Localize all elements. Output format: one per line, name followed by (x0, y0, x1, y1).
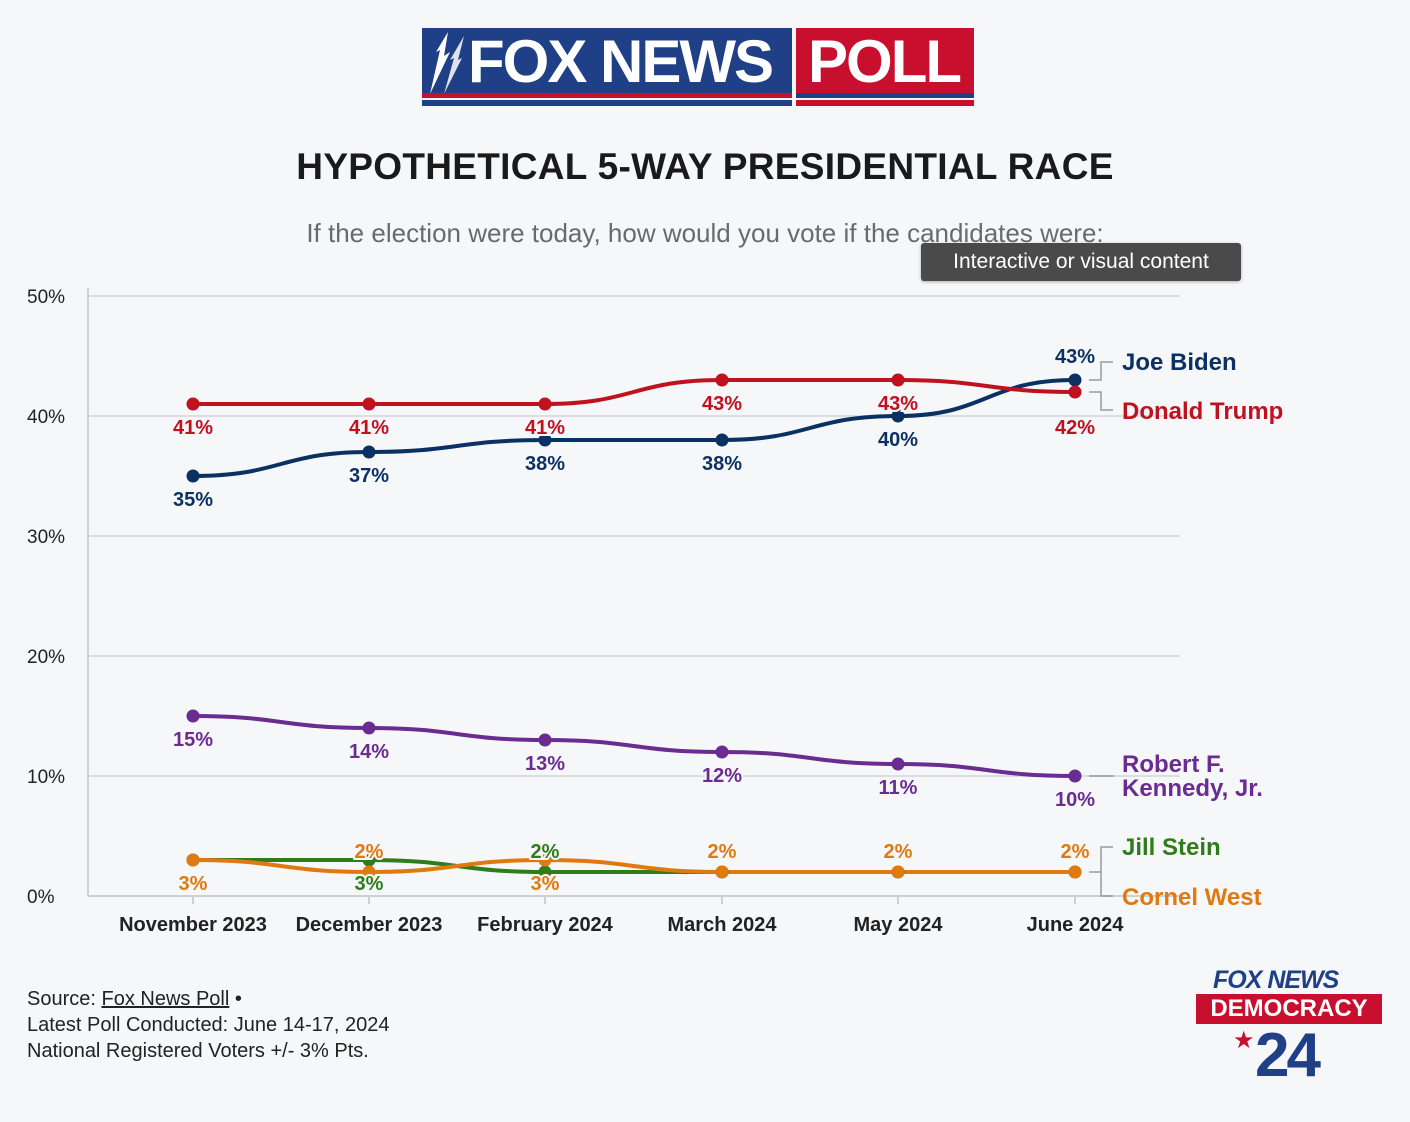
data-label-joe-biden: 38% (702, 453, 742, 475)
end-label-biden: Joe Biden (1122, 349, 1237, 376)
line-chart: 0% 10% 20% 30% 40% 50% November 2023 December … (27, 287, 1283, 936)
logo-fox-news-text: FOX NEWS (468, 28, 774, 95)
source-note: Source: Fox News Poll • Latest Poll Cond… (27, 986, 389, 1064)
data-point-cornel-west (186, 853, 200, 867)
data-label-robert-f-kennedy-jr: 15% (173, 729, 213, 751)
data-label-robert-f-kennedy-jr: 13% (525, 753, 565, 775)
star-icon: ★ (1233, 1027, 1255, 1054)
brand-24: 24 (1255, 1021, 1321, 1090)
series-line-cornel-west (191, 857, 1077, 875)
poll-dates: Latest Poll Conducted: June 14-17, 2024 (27, 1014, 390, 1036)
logo-blue-panel: FOX NEWS (422, 28, 792, 98)
data-label-cornel-west: 2% (1061, 841, 1090, 863)
connector-west (1100, 872, 1113, 897)
data-label-joe-biden: 37% (349, 465, 389, 487)
interactive-content-tooltip: Interactive or visual content (921, 243, 1241, 281)
data-label-robert-f-kennedy-jr: 11% (879, 777, 918, 799)
end-label-rfk-line2: Kennedy, Jr. (1122, 775, 1263, 802)
data-label-jill-stein: 3% (179, 873, 208, 895)
x-tick-label: December 2023 (296, 914, 443, 936)
data-point-joe-biden (362, 445, 376, 459)
data-label-cornel-west: 3% (531, 873, 560, 895)
data-point-donald-trump (715, 373, 729, 387)
brand-fox-news: FOX NEWS (1213, 966, 1339, 994)
logo-red-panel: POLL (796, 28, 974, 98)
y-tick-label: 0% (27, 887, 55, 908)
data-point-cornel-west (538, 853, 552, 867)
data-label-donald-trump: 43% (878, 393, 918, 415)
series-line-donald-trump (191, 377, 1077, 407)
data-label-robert-f-kennedy-jr: 10% (1055, 789, 1095, 811)
end-label-rfk-line1: Robert F. (1122, 751, 1225, 778)
data-label-jill-stein: 3% (355, 873, 384, 895)
y-tick-label: 40% (27, 407, 65, 428)
data-label-cornel-west: 3% (179, 873, 208, 895)
data-label-cornel-west: 2% (884, 841, 913, 863)
logo-poll-text: POLL (808, 28, 962, 95)
data-point-joe-biden (715, 433, 729, 447)
data-point-robert-f-kennedy-jr (362, 721, 376, 735)
x-tick-label: November 2023 (119, 914, 267, 936)
data-point-jill-stein (538, 865, 552, 879)
data-label-cornel-west: 2% (355, 841, 384, 863)
source-line: Source: Fox News Poll • (27, 988, 242, 1010)
end-label-trump: Donald Trump (1122, 398, 1283, 425)
x-tick-label: May 2024 (854, 914, 944, 936)
x-tick-label: March 2024 (668, 914, 778, 936)
fox-news-poll-logo: FOX NEWS POLL (422, 28, 974, 106)
data-label-donald-trump: 42% (1055, 417, 1095, 439)
data-point-joe-biden (186, 469, 200, 483)
data-point-joe-biden (1068, 373, 1082, 387)
fox-news-democracy-24-logo: FOX NEWS DEMOCRACY ★ 24 (1195, 962, 1385, 1090)
y-tick-label: 30% (27, 527, 65, 548)
data-label-cornel-west: 2% (708, 841, 737, 863)
x-tick-label: February 2024 (477, 914, 614, 936)
data-label-joe-biden: 35% (173, 489, 213, 511)
end-label-stein: Jill Stein (1122, 834, 1221, 861)
y-tick-label: 50% (27, 287, 65, 308)
brand-democracy: DEMOCRACY (1196, 994, 1382, 1024)
y-tick-label: 10% (27, 767, 65, 788)
data-label-robert-f-kennedy-jr: 14% (349, 741, 389, 763)
data-point-donald-trump (891, 373, 905, 387)
data-label-donald-trump: 41% (173, 417, 213, 439)
data-label-joe-biden: 38% (525, 453, 565, 475)
data-point-cornel-west (891, 865, 905, 879)
data-label-joe-biden: 40% (878, 429, 918, 451)
end-label-west: Cornel West (1122, 884, 1262, 911)
data-point-cornel-west (1068, 865, 1082, 879)
data-label-donald-trump: 41% (349, 417, 389, 439)
data-point-donald-trump (538, 397, 552, 411)
data-point-jill-stein (362, 853, 376, 867)
chart-title: HYPOTHETICAL 5-WAY PRESIDENTIAL RACE (296, 146, 1114, 187)
series-line-robert-f-kennedy-jr (191, 714, 1077, 778)
data-point-robert-f-kennedy-jr (538, 733, 552, 747)
connector-trump (1089, 391, 1113, 411)
y-tick-label: 20% (27, 647, 65, 668)
data-label-jill-stein: 2% (531, 841, 560, 863)
data-point-robert-f-kennedy-jr (1068, 769, 1082, 783)
data-label-robert-f-kennedy-jr: 12% (702, 765, 742, 787)
series-line-joe-biden (191, 378, 1077, 478)
source-link[interactable]: Fox News Poll (101, 988, 230, 1010)
margin-of-error: National Registered Voters +/- 3% Pts. (27, 1040, 369, 1062)
data-point-joe-biden (891, 409, 905, 423)
data-point-joe-biden (538, 433, 552, 447)
data-point-robert-f-kennedy-jr (186, 709, 200, 723)
data-point-donald-trump (1068, 385, 1082, 399)
data-label-joe-biden: 43% (1055, 346, 1095, 368)
data-point-robert-f-kennedy-jr (891, 757, 905, 771)
data-point-robert-f-kennedy-jr (715, 745, 729, 759)
connector-biden (1089, 361, 1113, 381)
data-label-donald-trump: 41% (525, 417, 565, 439)
torch-icon (430, 32, 464, 94)
data-point-donald-trump (186, 397, 200, 411)
data-point-donald-trump (362, 397, 376, 411)
data-label-donald-trump: 43% (702, 393, 742, 415)
data-point-cornel-west (715, 865, 729, 879)
data-point-cornel-west (362, 865, 376, 879)
connector-stein (1089, 846, 1113, 873)
x-tick-label: June 2024 (1027, 914, 1125, 936)
